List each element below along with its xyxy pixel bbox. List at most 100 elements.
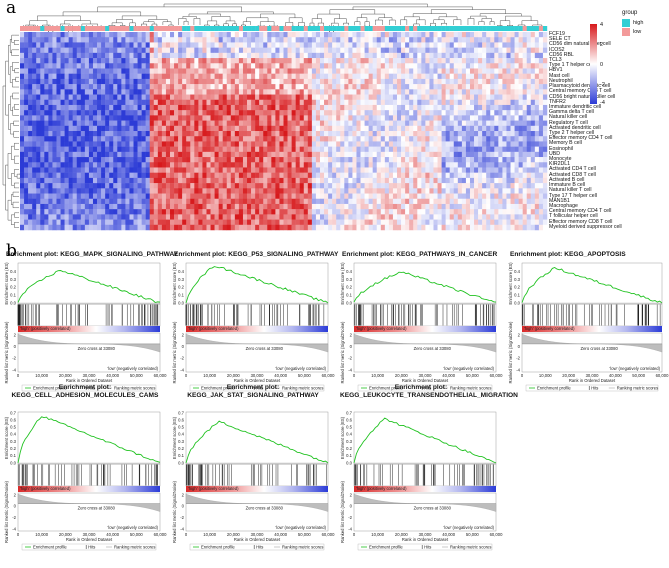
heatmap-cell [384, 84, 390, 90]
heatmap-cell [101, 63, 106, 69]
heatmap-cell [336, 99, 341, 106]
heatmap-cell [340, 162, 345, 168]
group-annotation-bar [20, 26, 548, 31]
heatmap-cell [137, 214, 142, 220]
heatmap-cell [352, 172, 357, 179]
heatmap-cell [502, 177, 507, 184]
heatmap-cell [324, 209, 329, 215]
heatmap-cell [368, 183, 373, 189]
heatmap-cell [437, 99, 442, 106]
heatmap-cell [101, 214, 106, 220]
heatmap-cell [307, 141, 313, 147]
heatmap-cell [182, 99, 187, 106]
heatmap-cell [149, 99, 155, 106]
heatmap-cell [482, 73, 487, 80]
heatmap-cell [291, 214, 296, 220]
heatmap-cell [56, 42, 61, 48]
heatmap-cell [157, 120, 163, 127]
heatmap-cell [376, 125, 382, 132]
heatmap-cell [279, 131, 284, 137]
heatmap-cell [206, 110, 211, 116]
heatmap-cell [20, 73, 25, 80]
heatmap-cell [251, 94, 256, 100]
heatmap-cell [161, 68, 167, 74]
heatmap-cell [121, 219, 126, 226]
heatmap-cell [360, 203, 365, 210]
heatmap-cell [206, 42, 211, 48]
heatmap-cell [238, 214, 244, 220]
heatmap-cell [397, 84, 402, 90]
heatmap-cell [510, 115, 515, 121]
heatmap-cell [101, 224, 106, 231]
heatmap-cell [336, 172, 341, 179]
heatmap-cell [502, 125, 507, 132]
heatmap-cell [56, 224, 61, 231]
heatmap-cell [445, 151, 450, 158]
heatmap-cell [44, 104, 49, 111]
heatmap-cell [28, 115, 33, 121]
heatmap-cell [461, 104, 467, 111]
heatmap-cell [429, 136, 434, 142]
heatmap-cell [145, 63, 150, 69]
heatmap-cell [348, 209, 353, 215]
heatmap-cell [352, 99, 357, 106]
heatmap-cell [502, 193, 507, 199]
heatmap-cell [84, 209, 90, 215]
heatmap-cell [32, 52, 37, 59]
heatmap-cell [384, 131, 390, 137]
heatmap-cell [36, 167, 41, 173]
heatmap-cell [64, 110, 69, 116]
heatmap-cell [498, 151, 503, 158]
heatmap-cell [372, 73, 377, 80]
heatmap-cell [336, 203, 341, 210]
heatmap-cell [474, 52, 479, 59]
heatmap-cell [469, 32, 475, 38]
heatmap-cell [356, 42, 361, 48]
heatmap-cell [299, 120, 305, 127]
heatmap-cell [433, 125, 438, 132]
heatmap-cell [425, 183, 430, 189]
heatmap-cell [340, 167, 345, 173]
heatmap-cell [397, 32, 402, 38]
heatmap-cell [32, 94, 37, 100]
heatmap-cell [506, 131, 511, 137]
heatmap-cell [453, 120, 459, 127]
heatmap-cell [344, 42, 349, 48]
heatmap-cell [271, 136, 276, 142]
group-cell [486, 26, 491, 31]
heatmap-cell [255, 58, 260, 64]
heatmap-cell [247, 94, 252, 100]
heatmap-cell [20, 99, 25, 106]
heatmap-cell [506, 214, 511, 220]
heatmap-cell [449, 120, 455, 127]
heatmap-cell [392, 203, 398, 210]
heatmap-cell [526, 78, 532, 85]
heatmap-cell [319, 162, 325, 168]
heatmap-cell [279, 177, 284, 184]
heatmap-cell [52, 131, 57, 137]
heatmap-cell [279, 167, 284, 173]
heatmap-cell [490, 47, 495, 54]
heatmap-cell [324, 63, 329, 69]
heatmap-cell [238, 219, 244, 226]
heatmap-cell [113, 131, 118, 137]
heatmap-cell [182, 94, 187, 100]
heatmap-cell [247, 167, 252, 173]
heatmap-cell [445, 78, 450, 85]
heatmap-cell [157, 52, 163, 59]
heatmap-cell [291, 188, 296, 194]
heatmap-cell [384, 115, 390, 121]
heatmap-cell [92, 193, 98, 199]
heatmap-cell [230, 188, 236, 194]
heatmap-cell [117, 209, 122, 215]
heatmap-cell [352, 167, 357, 173]
heatmap-cell [242, 157, 248, 163]
heatmap-cell [498, 198, 503, 205]
heatmap-cell [417, 172, 422, 179]
heatmap-cell [121, 58, 126, 64]
heatmap-cell [190, 131, 195, 137]
heatmap-cell [530, 94, 536, 100]
heatmap-cell [76, 193, 82, 199]
group-cell [388, 26, 394, 31]
heatmap-cell [101, 115, 106, 121]
